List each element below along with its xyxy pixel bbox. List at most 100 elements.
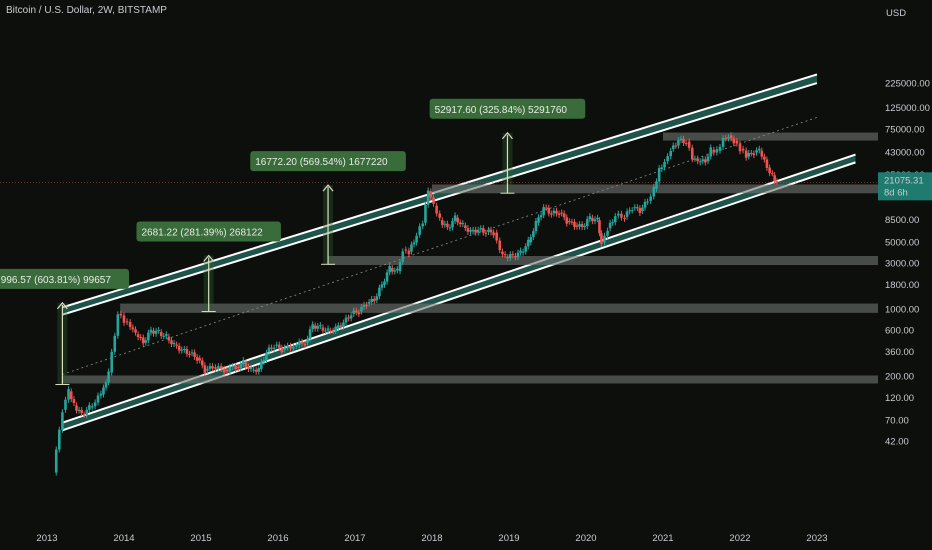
candle-body [608, 222, 612, 229]
candle-body [175, 344, 178, 346]
candle-body [519, 250, 522, 253]
candle-body [613, 216, 617, 223]
x-tick-label-2: 2015 [190, 533, 211, 544]
candle-body [521, 251, 525, 253]
candle-body [701, 159, 705, 162]
channel-edge-lower-0 [62, 82, 818, 316]
candle-body [620, 213, 623, 218]
measure-label-0: 996.57 (603.81%) 99657 [1, 275, 112, 286]
candle-body [211, 366, 214, 369]
candle-body [390, 267, 394, 272]
candle-body [231, 366, 235, 368]
candle-body [375, 296, 379, 301]
y-tick-label-14: 70.00 [885, 415, 909, 426]
candle-body [136, 334, 140, 338]
x-tick-label-6: 2019 [498, 533, 519, 544]
x-tick-label-8: 2021 [652, 533, 673, 544]
candle-body [666, 156, 669, 162]
candle-body [180, 349, 184, 351]
candle-body [267, 347, 271, 352]
candle-body [526, 239, 530, 247]
candle-body [193, 352, 196, 357]
x-axis: 2013 2014 2015 2016 2017 2018 2019 2020 2021 2022… [36, 533, 827, 544]
y-tick-label-10: 600.00 [885, 326, 914, 337]
support-zone-0 [62, 375, 878, 384]
candle-body [729, 135, 733, 139]
candle-body [69, 391, 73, 400]
candle-body [663, 161, 666, 168]
candle-body [435, 205, 438, 214]
candle-body [693, 158, 697, 160]
candle-body [765, 159, 769, 168]
candle-body [669, 151, 672, 157]
measure-label-bg-2 [250, 151, 406, 172]
candle-body [747, 153, 751, 157]
candle-body [311, 324, 314, 330]
candle-body [378, 287, 381, 297]
candle-body [139, 337, 142, 339]
candle-body [687, 141, 691, 148]
candle-body [122, 315, 126, 323]
x-tick-label-5: 2018 [421, 533, 442, 544]
candle-body [544, 207, 548, 209]
measure-arrowhead-3 [501, 131, 513, 140]
candle-body [165, 334, 168, 336]
candle-body [61, 412, 64, 430]
candle-body [247, 366, 250, 369]
candle-body [54, 449, 58, 473]
candle-body [426, 190, 430, 205]
candle-body [262, 359, 266, 362]
support-zone-4 [663, 132, 878, 141]
candle-body [580, 224, 584, 227]
candle-body [257, 368, 261, 372]
candle-body [110, 351, 113, 373]
candle-body [438, 213, 441, 218]
y-tick-label-15: 42.00 [885, 437, 909, 448]
candle-body [511, 254, 515, 256]
candle-body [352, 310, 356, 314]
candle-body [85, 409, 89, 415]
candle-body [684, 142, 688, 144]
candle-body [591, 217, 594, 222]
candle-body [67, 389, 70, 400]
candle-body [125, 321, 129, 323]
candle-body [718, 146, 722, 151]
y-tick-label-9: 1000.00 [885, 304, 919, 315]
candle-body [365, 304, 368, 306]
candle-body [228, 367, 232, 372]
candle-body [724, 138, 728, 140]
candle-body [260, 361, 263, 369]
candle-body [598, 220, 601, 234]
candle-body [324, 330, 327, 332]
candle-body [134, 329, 137, 333]
candle-body [429, 191, 433, 198]
candle-body [270, 347, 273, 349]
candle-body [771, 173, 774, 175]
candle-body [623, 217, 626, 219]
candle-body [537, 217, 540, 223]
measure-arrowhead-1 [203, 254, 215, 262]
candle-body [752, 153, 756, 156]
candle-body [611, 222, 614, 224]
candle-body [297, 341, 301, 346]
candle-body [573, 221, 576, 227]
candle-body [195, 356, 199, 361]
measure-label-1: 2681.22 (281.39%) 268122 [142, 228, 264, 239]
candle-body [641, 207, 644, 211]
candle-body [198, 358, 202, 361]
candle-body [487, 229, 490, 233]
candle-body [236, 367, 240, 369]
candle-body [144, 340, 148, 343]
candle-body [514, 255, 517, 258]
candle-body [555, 210, 558, 214]
candle-body [421, 223, 425, 227]
candle-body [469, 230, 472, 232]
x-tick-label-9: 2022 [729, 533, 750, 544]
candle-body [225, 369, 229, 372]
candle-body [646, 201, 649, 203]
candle-body [768, 167, 771, 174]
candle-body [116, 314, 120, 336]
candle-body [565, 217, 569, 224]
